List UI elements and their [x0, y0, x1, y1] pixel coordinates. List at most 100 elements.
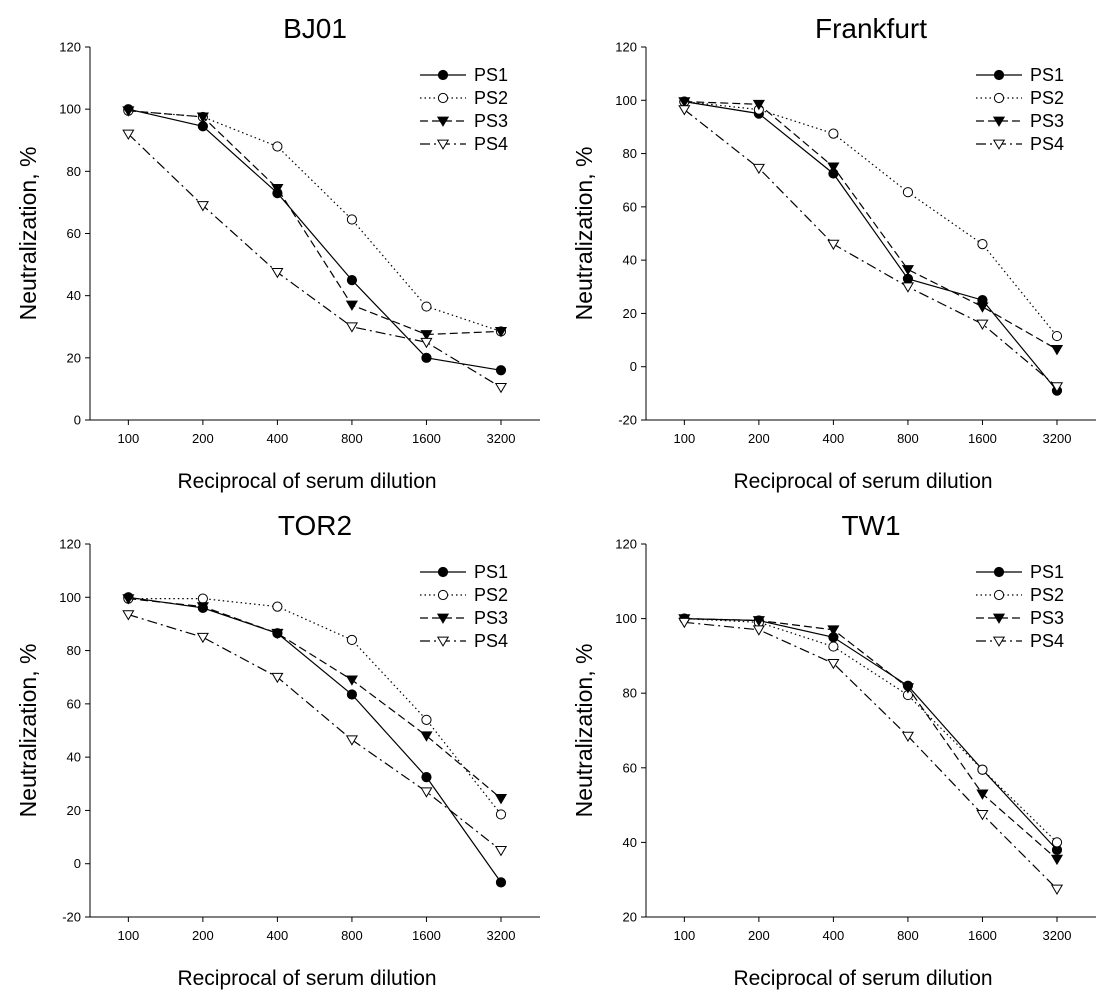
series-line-ps1 — [684, 618, 1058, 851]
x-tick-label: 400 — [267, 431, 289, 446]
series-line-ps4 — [128, 614, 502, 851]
legend-label-ps2: PS2 — [474, 88, 508, 108]
y-tick-label: 20 — [623, 306, 637, 321]
y-axis-label: Neutralization, % — [571, 147, 597, 321]
x-tick-label: 400 — [267, 928, 289, 943]
x-tick-label: 1600 — [968, 431, 997, 446]
x-axis-label: Reciprocal of serum dilution — [177, 967, 436, 990]
legend: PS1 PS2 PS3 PS4 — [420, 65, 508, 154]
legend-label-ps1: PS1 — [474, 562, 508, 582]
x-tick-label: 200 — [748, 431, 770, 446]
y-tick-label: -20 — [618, 413, 637, 428]
data-point-ps3 — [271, 184, 284, 195]
y-tick-label: 60 — [67, 226, 81, 241]
data-point-ps3 — [1050, 344, 1064, 356]
series-line-ps2 — [128, 110, 502, 332]
data-point-ps3 — [901, 265, 915, 276]
data-point-ps4 — [271, 672, 284, 684]
y-tick-label: 20 — [67, 350, 81, 365]
y-tick-label: 100 — [59, 102, 81, 117]
data-point-ps2 — [495, 809, 507, 820]
data-point-ps4 — [494, 845, 508, 857]
data-point-ps2 — [828, 128, 839, 139]
y-tick-label: 0 — [74, 413, 81, 428]
x-tick-label: 100 — [673, 928, 695, 943]
data-point-ps3 — [345, 300, 359, 311]
data-point-ps3 — [122, 106, 135, 117]
x-tick-label: 3200 — [487, 928, 516, 943]
data-point-ps1 — [495, 877, 507, 888]
series-line-ps4 — [127, 133, 502, 388]
chart-panel-bj01: BJ01 0 20 40 60 80 100 120 100 200 400 800 1600 3200 R… — [15, 13, 540, 493]
data-point-ps4 — [1050, 884, 1064, 895]
data-point-ps4 — [901, 282, 915, 293]
y-tick-label: 20 — [67, 803, 81, 818]
y-tick-label: 60 — [623, 760, 637, 775]
series-line-ps2 — [128, 597, 502, 815]
data-point-ps3 — [420, 330, 433, 341]
legend-marker-ps2 — [437, 92, 449, 104]
series-line-ps3 — [684, 101, 1058, 350]
legend-label-ps4: PS4 — [474, 631, 508, 651]
x-tick-label: 200 — [748, 928, 770, 943]
data-point-ps1 — [197, 121, 208, 132]
data-point-ps3 — [196, 112, 209, 123]
legend-label-ps4: PS4 — [474, 134, 508, 154]
x-tick-label: 400 — [823, 431, 845, 446]
legend-marker-ps2 — [993, 589, 1005, 601]
x-tick-label: 3200 — [487, 431, 516, 446]
data-point-ps1 — [421, 352, 432, 363]
data-point-ps2 — [421, 301, 432, 312]
series-line-ps3 — [128, 110, 502, 336]
y-tick-label: 0 — [74, 856, 81, 871]
data-point-ps2 — [346, 214, 358, 225]
y-tick-label: 100 — [615, 611, 637, 626]
series-ps3 — [122, 594, 508, 805]
legend-marker-ps3 — [992, 116, 1006, 127]
legend-marker-ps4 — [436, 139, 450, 150]
y-tick-label: -20 — [62, 910, 81, 925]
data-point-ps2 — [828, 641, 839, 652]
data-point-ps3 — [420, 731, 433, 742]
legend-marker-ps1 — [993, 69, 1005, 81]
data-point-ps4 — [976, 810, 989, 821]
x-tick-label: 1600 — [968, 928, 997, 943]
data-point-ps4 — [1050, 382, 1064, 393]
legend-marker-ps3 — [992, 613, 1006, 624]
chart-panel-frankfurt: Frankfurt -20 0 20 40 60 80 100 120 100 200 400 800 1… — [571, 13, 1096, 493]
data-point-ps2 — [346, 634, 358, 646]
data-point-ps4 — [901, 731, 915, 743]
series-ps1 — [123, 104, 507, 376]
series-ps4 — [678, 105, 1064, 393]
legend-label-ps4: PS4 — [1030, 134, 1064, 154]
legend-marker-ps4 — [436, 636, 450, 647]
y-tick-label: 80 — [67, 643, 81, 658]
series-ps4 — [122, 610, 508, 857]
data-point-ps4 — [345, 735, 359, 746]
data-point-ps3 — [494, 327, 508, 338]
legend-marker-ps4 — [992, 636, 1006, 647]
y-tick-label: 100 — [59, 590, 81, 605]
series-ps3 — [678, 97, 1064, 356]
data-point-ps4 — [976, 319, 989, 331]
legend-label-ps3: PS3 — [474, 111, 508, 131]
y-tick-label: 80 — [623, 146, 637, 161]
legend-marker-ps3 — [436, 116, 450, 127]
x-tick-label: 100 — [117, 928, 139, 943]
data-point-ps3 — [976, 302, 989, 313]
x-tick-label: 100 — [117, 431, 139, 446]
x-tick-label: 200 — [192, 431, 214, 446]
data-point-ps3 — [976, 789, 989, 800]
data-point-ps3 — [271, 628, 284, 640]
x-tick-label: 1600 — [412, 928, 441, 943]
legend-marker-ps3 — [436, 613, 450, 624]
data-point-ps2 — [272, 141, 283, 152]
x-axis-label: Reciprocal of serum dilution — [733, 470, 992, 493]
data-point-ps2 — [977, 239, 988, 250]
y-tick-label: 20 — [623, 910, 637, 925]
series-ps1 — [679, 96, 1063, 396]
y-tick-label: 120 — [59, 537, 81, 552]
data-point-ps4 — [196, 632, 209, 644]
data-point-ps4 — [678, 105, 691, 116]
